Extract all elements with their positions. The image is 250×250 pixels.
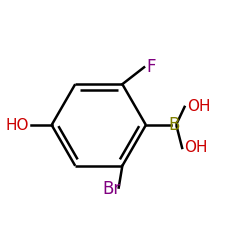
Text: OH: OH <box>184 140 208 156</box>
Text: B: B <box>168 116 179 134</box>
Text: HO: HO <box>5 118 29 132</box>
Text: F: F <box>146 58 156 76</box>
Text: Br: Br <box>102 180 120 198</box>
Text: OH: OH <box>187 99 210 114</box>
